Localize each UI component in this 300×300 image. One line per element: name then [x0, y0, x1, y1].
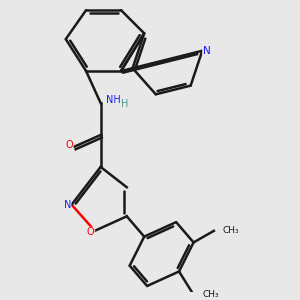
- Text: CH₃: CH₃: [202, 290, 219, 299]
- Text: O: O: [65, 140, 73, 150]
- Text: O: O: [87, 227, 94, 237]
- Text: H: H: [121, 100, 128, 110]
- Text: N: N: [64, 200, 71, 210]
- Text: N: N: [203, 46, 211, 56]
- Text: CH₃: CH₃: [223, 226, 239, 235]
- Text: NH: NH: [106, 95, 121, 105]
